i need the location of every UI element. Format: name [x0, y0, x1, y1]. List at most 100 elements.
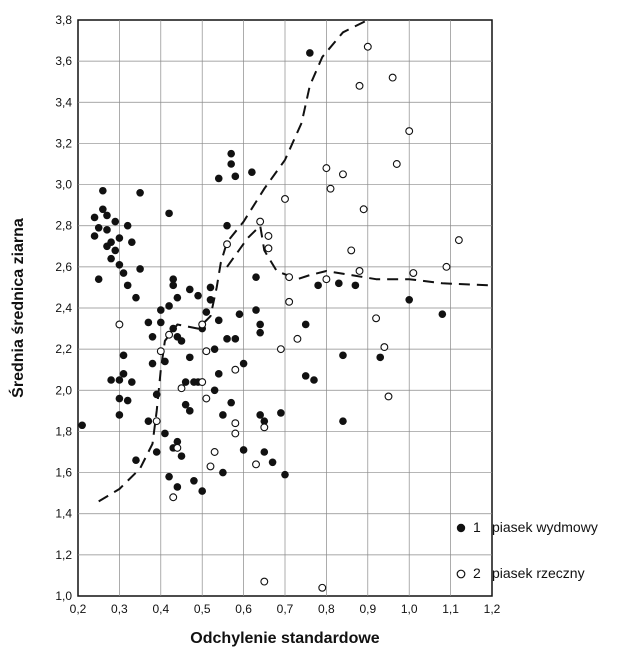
tick-labels: 0,2 0,3 0,4 0,5 0,6 0,7 0,8 0,9 1,0 1,1 1,2 1,0 1,2 1… — [55, 13, 500, 616]
y-axis-title: Średnia średnica ziarna — [8, 218, 27, 398]
data-point-dune-sand — [335, 279, 343, 288]
data-point-river-sand — [260, 577, 269, 586]
data-point-dune-sand — [231, 335, 240, 343]
data-point-dune-sand — [227, 160, 235, 168]
data-point-dune-sand — [157, 318, 165, 327]
data-point-dune-sand — [148, 359, 157, 368]
data-point-dune-sand — [144, 318, 153, 327]
data-point-river-sand — [442, 262, 451, 271]
data-point-dune-sand — [148, 333, 157, 341]
data-point-river-sand — [380, 343, 389, 352]
y-tick-label: 2,8 — [55, 219, 72, 233]
legend-item-1: 1 piasek wydmowy — [456, 519, 598, 535]
data-point-dune-sand — [223, 221, 231, 230]
data-point-dune-sand — [107, 238, 115, 246]
data-point-dune-sand — [103, 211, 111, 220]
data-point-dune-sand — [252, 306, 260, 314]
data-point-dune-sand — [94, 275, 103, 284]
data-point-dune-sand — [173, 293, 182, 302]
data-point-dune-sand — [219, 411, 227, 419]
data-point-dune-sand — [301, 320, 310, 329]
data-point-dune-sand — [144, 417, 153, 425]
data-point-dune-sand — [256, 328, 264, 337]
x-tick-label: 1,1 — [442, 602, 459, 616]
x-tick-label: 0,2 — [70, 602, 87, 616]
data-point-dune-sand — [235, 310, 244, 318]
data-point-river-sand — [264, 244, 273, 253]
data-point-dune-sand — [136, 189, 144, 197]
data-point-dune-sand — [90, 213, 99, 222]
data-point-dune-sand — [310, 376, 318, 384]
data-point-river-sand — [405, 127, 414, 136]
x-tick-label: 0,7 — [277, 602, 294, 616]
data-point-dune-sand — [210, 345, 219, 353]
data-point-river-sand — [206, 462, 215, 471]
data-point-dune-sand — [119, 351, 128, 360]
data-point-river-sand — [231, 429, 240, 438]
data-point-river-sand — [202, 347, 211, 356]
data-point-dune-sand — [314, 281, 322, 290]
x-tick-label: 0,6 — [235, 602, 252, 616]
data-point-dune-sand — [99, 205, 107, 214]
data-point-dune-sand — [405, 295, 414, 304]
data-point-dune-sand — [111, 217, 120, 226]
data-point-dune-sand — [169, 275, 178, 284]
legend: 1 piasek wydmowy 2 piasek rzeczny — [456, 519, 598, 581]
data-point-dune-sand — [239, 359, 248, 368]
data-point-river-sand — [177, 384, 186, 393]
data-point-dune-sand — [376, 353, 385, 362]
data-point-dune-sand — [173, 483, 182, 491]
legend-number-1: 1 — [473, 519, 481, 535]
data-point-river-sand — [276, 345, 285, 354]
data-point-river-sand — [409, 269, 418, 277]
data-point-dune-sand — [123, 221, 132, 230]
legend-label-1: piasek wydmowy — [492, 519, 598, 535]
legend-number-2: 2 — [473, 565, 481, 581]
data-point-river-sand — [223, 240, 231, 249]
data-point-river-sand — [198, 378, 207, 387]
data-point-dune-sand — [107, 376, 115, 384]
data-point-dune-sand — [194, 291, 202, 300]
y-tick-label: 2,2 — [55, 342, 72, 356]
data-point-dune-sand — [107, 254, 115, 263]
data-point-river-sand — [231, 419, 240, 428]
data-points — [78, 42, 463, 592]
data-point-dune-sand — [301, 372, 310, 380]
data-point-dune-sand — [185, 285, 194, 294]
data-point-dune-sand — [90, 232, 99, 240]
data-point-dune-sand — [231, 172, 240, 181]
data-point-dune-sand — [152, 390, 161, 399]
data-point-dune-sand — [210, 386, 219, 395]
data-point-dune-sand — [260, 417, 269, 425]
data-point-dune-sand — [157, 306, 165, 314]
y-tick-label: 3,4 — [55, 95, 72, 109]
data-point-dune-sand — [252, 273, 260, 281]
y-tick-label: 3,6 — [55, 54, 72, 68]
x-tick-label: 0,5 — [194, 602, 211, 616]
data-point-dune-sand — [161, 357, 169, 366]
data-point-river-sand — [318, 583, 327, 592]
data-point-dune-sand — [119, 370, 128, 378]
data-point-river-sand — [198, 320, 207, 329]
x-tick-label: 0,9 — [359, 602, 376, 616]
data-point-dune-sand — [152, 448, 161, 456]
data-point-dune-sand — [214, 174, 223, 183]
grid-lines — [78, 20, 492, 596]
data-point-river-sand — [384, 392, 393, 401]
data-point-dune-sand — [248, 168, 256, 177]
data-point-dune-sand — [177, 452, 186, 460]
data-point-river-sand — [363, 42, 372, 51]
y-tick-label: 2,4 — [55, 301, 72, 315]
y-tick-label: 3,2 — [55, 136, 72, 150]
data-point-dune-sand — [165, 209, 173, 218]
data-point-river-sand — [260, 423, 269, 432]
x-tick-label: 0,4 — [152, 602, 169, 616]
data-point-dune-sand — [103, 226, 111, 234]
data-point-river-sand — [252, 460, 260, 469]
data-point-river-sand — [169, 493, 178, 502]
data-point-river-sand — [173, 443, 182, 452]
data-point-dune-sand — [132, 293, 140, 302]
data-point-dune-sand — [161, 429, 169, 438]
boundary-curve — [98, 19, 369, 503]
data-point-dune-sand — [214, 316, 223, 325]
